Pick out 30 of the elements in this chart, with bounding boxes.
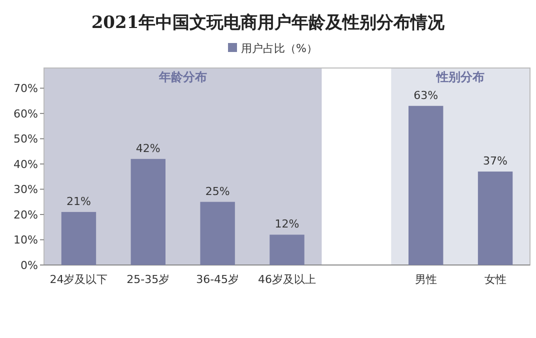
y-tick-label: 30% [14, 183, 38, 196]
y-tick-label: 60% [14, 107, 38, 120]
y-tick-label: 10% [14, 234, 38, 247]
bar [130, 158, 166, 265]
bar [61, 212, 96, 265]
data-label: 63% [414, 88, 438, 102]
x-tick-label: 男性 [414, 273, 437, 286]
y-tick-label: 70% [14, 82, 38, 96]
x-tick-label: 25-35岁 [126, 273, 170, 286]
x-tick-label: 36-45岁 [196, 273, 240, 286]
band-label: 性别分布 [436, 70, 485, 84]
y-tick-label: 20% [14, 208, 38, 222]
x-tick-label: 46岁及以上 [258, 273, 316, 286]
data-label: 12% [274, 218, 300, 231]
chart-title: 2021年中国文玩电商用户年龄及性别分布情况 [91, 13, 446, 33]
bar [200, 202, 235, 265]
y-tick-label: 0% [20, 259, 38, 272]
y-tick-label: 50% [14, 132, 38, 146]
data-label: 21% [66, 194, 91, 208]
bar [408, 106, 444, 265]
x-tick-label: 女性 [484, 273, 506, 286]
data-label: 25% [205, 184, 230, 198]
band-label: 年龄分布 [158, 70, 207, 84]
data-label: 37% [483, 154, 508, 168]
bar [478, 172, 513, 265]
bar [270, 234, 304, 265]
data-label: 42% [136, 142, 160, 155]
legend-label: 用户占比（%） [241, 42, 318, 55]
x-tick-label: 24岁及以下 [50, 273, 108, 286]
y-tick-label: 40% [14, 158, 38, 171]
